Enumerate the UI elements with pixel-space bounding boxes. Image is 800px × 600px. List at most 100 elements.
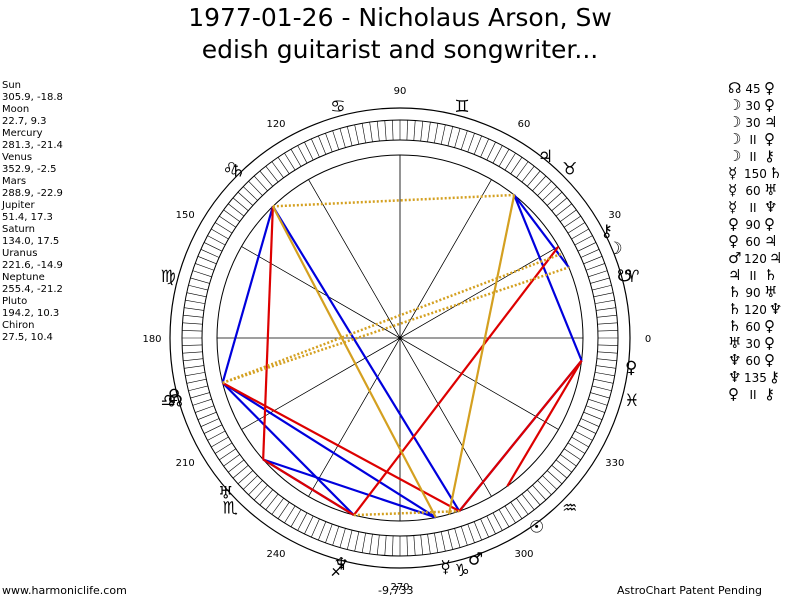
degree-tick: [271, 498, 284, 515]
aspect-row: ♆ 135 ⚷: [728, 369, 783, 386]
position-value: 221.6, -14.9: [2, 260, 63, 271]
degree-tick: [203, 424, 223, 434]
degree-tick: [271, 161, 284, 178]
degree-tick: [182, 351, 203, 354]
chart-title-line-2: edish guitarist and songwriter...: [201, 35, 599, 64]
planet-position-list: Sun 305.9, -18.8 Moon 22.7, 9.3 Mercury 281.3…: [2, 80, 63, 344]
mercury-planet-icon: ☿: [440, 557, 450, 577]
degree-tick: [284, 505, 296, 524]
degree-tick: [242, 186, 258, 201]
degree-tick: [427, 534, 431, 554]
aspect-row: ♂ 120 ♃: [728, 250, 783, 267]
degree-tick: [259, 170, 273, 187]
node-planet-icon: ☊: [168, 391, 183, 411]
degree-tick: [585, 405, 605, 413]
aspect-glyph: ♀: [764, 79, 775, 97]
degree-tick: [597, 344, 618, 346]
aspect-glyph: ♆: [728, 351, 742, 369]
degree-tick: [521, 493, 535, 510]
aries-sign-icon: ♈: [624, 267, 639, 287]
degree-tick: [237, 191, 254, 206]
gemini-sign-icon: ♊: [454, 97, 469, 117]
degree-label: 300: [514, 549, 533, 560]
degree-tick: [590, 277, 610, 284]
aspect-glyph: ♅: [764, 283, 778, 301]
aspect-glyph: ♀: [728, 215, 739, 233]
position-name: Uranus: [2, 248, 38, 259]
position-name: Venus: [2, 152, 33, 163]
aspect-glyph: ♀: [764, 317, 775, 335]
degree-tick: [188, 385, 208, 392]
degree-tick: [311, 518, 320, 538]
aspect-line: [222, 252, 563, 385]
aspect-line: [262, 458, 437, 519]
degree-tick: [207, 235, 226, 246]
degree-tick: [265, 166, 279, 183]
aspect-value: 60: [745, 354, 761, 368]
position-name: Sun: [2, 80, 22, 91]
position-name: Neptune: [2, 272, 45, 283]
footer-website[interactable]: www.harmoniclife.com: [2, 584, 127, 597]
aspect-glyph: ♆: [768, 300, 783, 318]
aspect-line: [506, 360, 583, 487]
degree-tick: [596, 314, 617, 318]
degree-tick: [510, 157, 523, 175]
aspect-row: ☽ 30 ♀: [728, 97, 783, 114]
aspect-glyph: ♃: [764, 232, 778, 250]
degree-tick: [223, 454, 240, 467]
center-dot: [398, 336, 402, 340]
aspect-glyph: ♆: [728, 368, 742, 386]
aspect-line: [272, 193, 515, 208]
aspect-glyph: ♀: [764, 215, 775, 233]
aspect-line: [222, 266, 570, 385]
degree-tick: [480, 518, 489, 538]
degree-tick: [325, 133, 333, 153]
aspect-glyph: ☿: [728, 164, 738, 182]
degree-tick: [384, 120, 387, 141]
degree-tick: [185, 372, 206, 377]
aspect-glyph: ☿: [728, 198, 738, 216]
aspect-value: 150: [744, 167, 767, 181]
cancer-sign-icon: ♋: [330, 97, 345, 117]
position-name: Mars: [2, 176, 27, 187]
chiron-planet-icon: ⚷: [600, 221, 612, 241]
degree-tick: [454, 128, 461, 148]
degree-tick: [596, 358, 617, 362]
aspect-list: ☊ 45 ♀ ☽ 30 ♀ ☽ 30 ♃ ☽ II ♀ ☽ II ⚷ ☿ 150 ♄ ☿ 60 ♅ ☿ II ♆ ♀ 90 ♀ ♀ 60…: [728, 80, 783, 403]
degree-tick: [185, 299, 206, 304]
degree-tick: [460, 526, 468, 546]
venus-planet-icon: ♀: [625, 358, 637, 378]
degree-tick: [248, 480, 263, 496]
uranus-planet-icon: ♅: [218, 484, 233, 504]
degree-tick: [596, 365, 616, 369]
aspect-glyph: ⚷: [764, 147, 775, 165]
degree-tick: [537, 480, 552, 496]
degree-tick: [460, 130, 468, 150]
degree-tick: [265, 493, 279, 510]
degree-tick: [592, 284, 612, 291]
degree-tick: [346, 530, 353, 550]
degree-tick: [546, 191, 563, 206]
degree-label: 150: [176, 210, 195, 221]
aspect-glyph: ♄: [764, 266, 778, 284]
degree-tick: [346, 126, 353, 146]
degree-tick: [440, 531, 446, 552]
degree-tick: [498, 509, 510, 527]
aspect-glyph: ♀: [764, 334, 775, 352]
degree-tick: [492, 145, 503, 164]
degree-tick: [583, 411, 603, 420]
aspect-value: 30: [745, 116, 761, 130]
degree-tick: [588, 398, 608, 406]
degree-tick: [228, 459, 245, 473]
leo-sign-icon: ♌: [223, 159, 238, 179]
position-value: 255.4, -21.2: [2, 284, 63, 295]
degree-tick: [447, 126, 454, 146]
degree-label: 60: [518, 119, 531, 130]
degree-tick: [182, 344, 203, 346]
degree-tick: [214, 442, 233, 454]
degree-tick: [571, 436, 589, 448]
degree-tick: [473, 135, 482, 155]
degree-tick: [504, 505, 516, 524]
degree-tick: [590, 392, 610, 399]
degree-tick: [361, 532, 366, 553]
